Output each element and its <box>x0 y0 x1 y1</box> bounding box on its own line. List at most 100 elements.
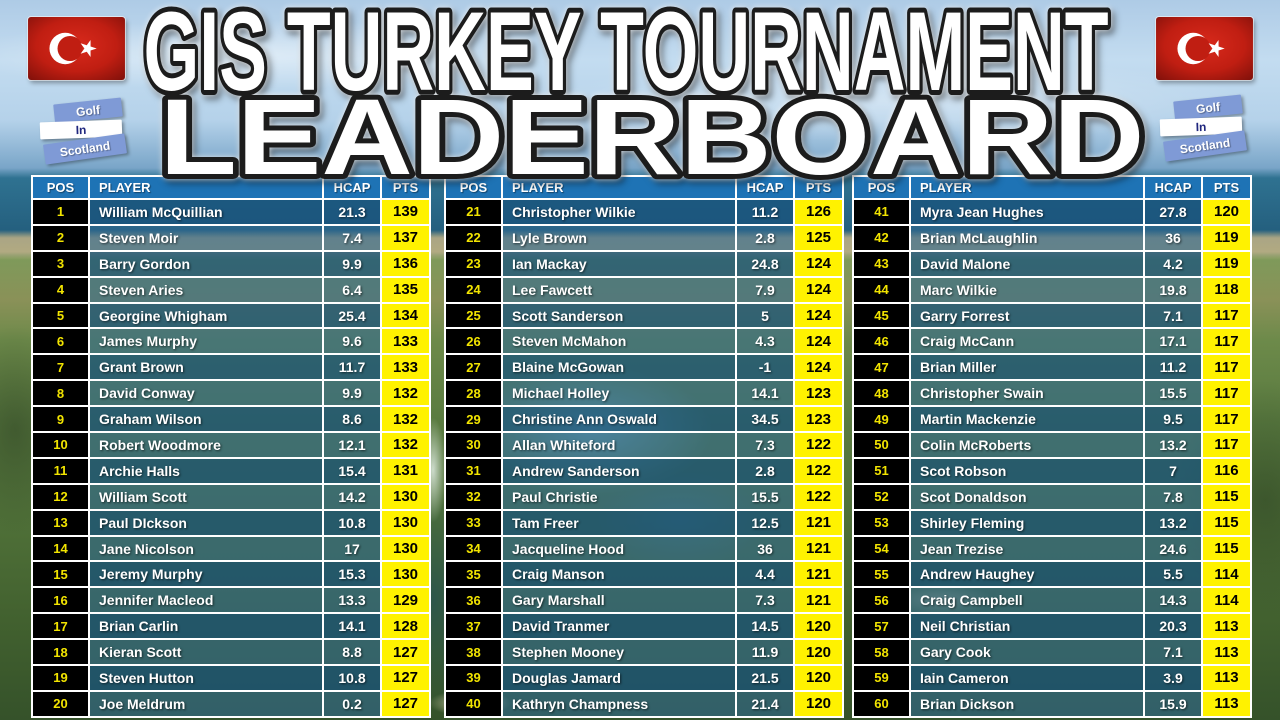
cell-player: Douglas Jamard <box>501 664 737 692</box>
cell-pos: 56 <box>852 586 911 615</box>
cell-pos: 44 <box>852 275 911 304</box>
cell-player: Gary Cook <box>909 638 1145 667</box>
table-row: 51 Scot Robson 7 116 <box>852 456 1252 485</box>
cell-pos: 29 <box>444 405 503 434</box>
cell-hcap: 24.8 <box>735 249 795 278</box>
cell-player: Kieran Scott <box>88 638 324 667</box>
table-row: 20 Joe Meldrum 0.2 127 <box>31 689 431 718</box>
cell-hcap: 12.1 <box>322 431 382 459</box>
cell-pts: 115 <box>1201 534 1252 563</box>
table-row: 53 Shirley Fleming 13.2 115 <box>852 508 1252 537</box>
cell-hcap: 9.9 <box>322 379 382 408</box>
cell-hcap: 5.5 <box>1143 560 1203 589</box>
cell-pos: 11 <box>31 456 90 485</box>
col-header-hcap: HCAP <box>322 175 382 200</box>
col-header-player: PLAYER <box>88 175 324 200</box>
cell-pos: 34 <box>444 534 503 563</box>
table-row: 21 Christopher Wilkie 11.2 126 <box>444 198 844 226</box>
cell-pts: 120 <box>793 612 844 641</box>
table-row: 9 Graham Wilson 8.6 132 <box>31 405 431 434</box>
cell-pts: 130 <box>380 508 431 537</box>
cell-player: Christopher Wilkie <box>501 198 737 226</box>
cell-pts: 114 <box>1201 560 1252 589</box>
cell-player: Jennifer Macleod <box>88 586 324 615</box>
cell-pts: 134 <box>380 301 431 330</box>
cell-pts: 124 <box>793 301 844 330</box>
table-row: 18 Kieran Scott 8.8 127 <box>31 638 431 667</box>
cell-hcap: 17.1 <box>1143 327 1203 356</box>
golf-in-scotland-logo: Golf In Scotland <box>1158 94 1250 164</box>
header-row: POS PLAYER HCAP PTS <box>31 175 431 200</box>
cell-pts: 119 <box>1201 223 1252 252</box>
cell-pts: 123 <box>793 379 844 408</box>
table-row: 12 William Scott 14.2 130 <box>31 482 431 511</box>
cell-hcap: 11.2 <box>735 198 795 226</box>
cell-pos: 17 <box>31 612 90 641</box>
cell-player: Andrew Sanderson <box>501 456 737 485</box>
cell-hcap: 13.3 <box>322 586 382 615</box>
cell-pts: 126 <box>793 198 844 226</box>
turkey-flag-icon <box>28 17 125 80</box>
cell-pts: 132 <box>380 379 431 408</box>
table-row: 5 Georgine Whigham 25.4 134 <box>31 301 431 330</box>
cell-hcap: 7.3 <box>735 586 795 615</box>
cell-pos: 25 <box>444 301 503 330</box>
cell-hcap: 15.4 <box>322 456 382 485</box>
cell-pts: 120 <box>793 689 844 718</box>
cell-hcap: 14.1 <box>735 379 795 408</box>
cell-pts: 133 <box>380 327 431 356</box>
cell-player: Shirley Fleming <box>909 508 1145 537</box>
cell-pos: 59 <box>852 664 911 692</box>
cell-hcap: 0.2 <box>322 689 382 718</box>
col-header-pos: POS <box>444 175 503 200</box>
table-row: 46 Craig McCann 17.1 117 <box>852 327 1252 356</box>
table-row: 44 Marc Wilkie 19.8 118 <box>852 275 1252 304</box>
cell-hcap: 19.8 <box>1143 275 1203 304</box>
leaderboard-table-1: POS PLAYER HCAP PTS 1 William McQuillian 2… <box>31 175 431 718</box>
cell-pts: 113 <box>1201 664 1252 692</box>
cell-pos: 41 <box>852 198 911 226</box>
cell-pts: 123 <box>793 405 844 434</box>
cell-player: Andrew Haughey <box>909 560 1145 589</box>
cell-hcap: 9.5 <box>1143 405 1203 434</box>
cell-player: David Tranmer <box>501 612 737 641</box>
cell-hcap: 15.5 <box>1143 379 1203 408</box>
cell-pts: 124 <box>793 275 844 304</box>
cell-pos: 40 <box>444 689 503 718</box>
table-row: 45 Garry Forrest 7.1 117 <box>852 301 1252 330</box>
cell-hcap: 11.7 <box>322 353 382 382</box>
cell-pts: 127 <box>380 638 431 667</box>
header-row: POS PLAYER HCAP PTS <box>444 175 844 200</box>
cell-pos: 22 <box>444 223 503 252</box>
cell-player: William Scott <box>88 482 324 511</box>
table-row: 27 Blaine McGowan -1 124 <box>444 353 844 382</box>
cell-hcap: 15.3 <box>322 560 382 589</box>
cell-pos: 9 <box>31 405 90 434</box>
cell-pos: 38 <box>444 638 503 667</box>
cell-pos: 7 <box>31 353 90 382</box>
cell-hcap: 9.9 <box>322 249 382 278</box>
cell-player: Myra Jean Hughes <box>909 198 1145 226</box>
cell-hcap: 24.6 <box>1143 534 1203 563</box>
cell-player: Lee Fawcett <box>501 275 737 304</box>
cell-hcap: 4.4 <box>735 560 795 589</box>
cell-pts: 125 <box>793 223 844 252</box>
cell-pts: 116 <box>1201 456 1252 485</box>
cell-player: William McQuillian <box>88 198 324 226</box>
cell-pts: 129 <box>380 586 431 615</box>
cell-pts: 121 <box>793 560 844 589</box>
table-row: 33 Tam Freer 12.5 121 <box>444 508 844 537</box>
table-row: 3 Barry Gordon 9.9 136 <box>31 249 431 278</box>
turkey-flag-graphic <box>1156 17 1253 80</box>
cell-pos: 36 <box>444 586 503 615</box>
cell-pos: 3 <box>31 249 90 278</box>
cell-pos: 51 <box>852 456 911 485</box>
cell-hcap: 14.2 <box>322 482 382 511</box>
cell-player: Blaine McGowan <box>501 353 737 382</box>
cell-hcap: 17 <box>322 534 382 563</box>
cell-hcap: 11.9 <box>735 638 795 667</box>
cell-pos: 20 <box>31 689 90 718</box>
cell-pos: 52 <box>852 482 911 511</box>
cell-player: Jane Nicolson <box>88 534 324 563</box>
cell-pos: 31 <box>444 456 503 485</box>
